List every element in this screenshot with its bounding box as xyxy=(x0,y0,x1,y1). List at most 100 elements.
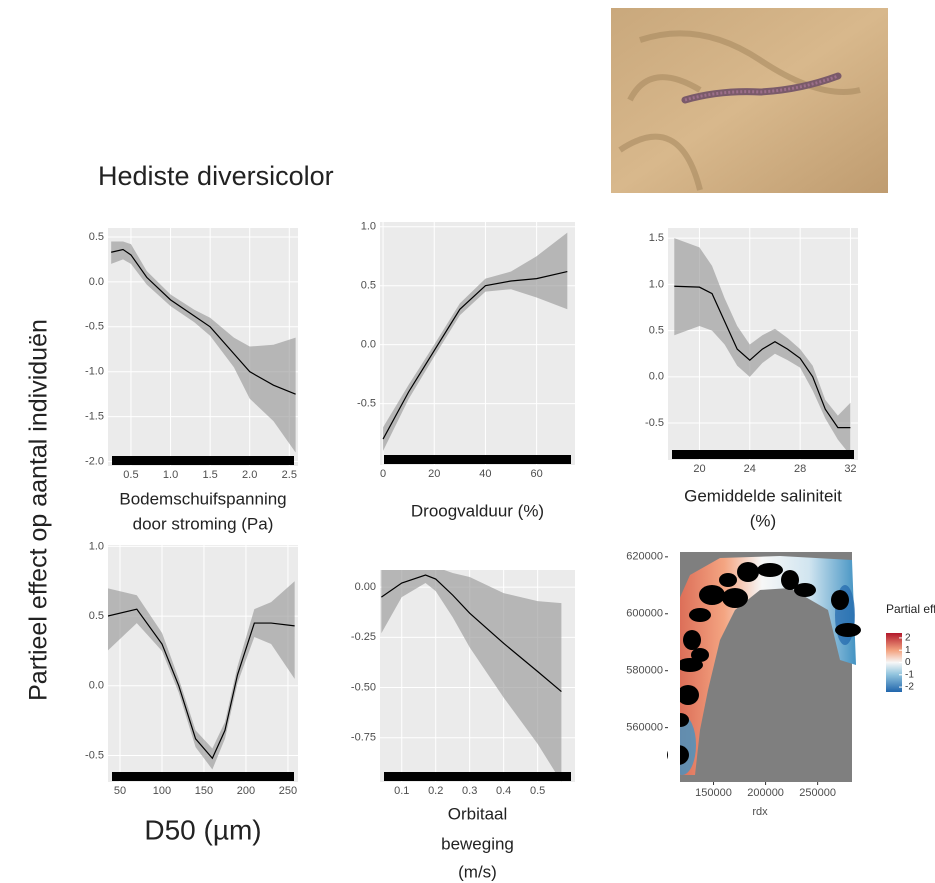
y-tick-label: 600000 xyxy=(626,608,663,620)
confidence-band xyxy=(111,241,296,453)
rug xyxy=(112,456,294,465)
plot-layer xyxy=(381,570,562,782)
x-tick-label: 0 xyxy=(380,468,386,480)
y-tick-label: -0.5 xyxy=(85,749,104,761)
y-tick-label: 0.5 xyxy=(649,325,664,337)
y-tick-label: -0.5 xyxy=(357,398,376,410)
observation-cluster xyxy=(677,658,703,672)
y-tick-label: 1.0 xyxy=(89,540,104,552)
observation-cluster xyxy=(683,630,701,650)
y-tick-label: -1.0 xyxy=(85,366,104,378)
x-axis-label: (m/s) xyxy=(458,862,497,881)
y-tick-label: -0.5 xyxy=(85,321,104,333)
legend-label: 2 xyxy=(905,633,911,644)
x-axis-label: Gemiddelde saliniteit xyxy=(684,486,842,505)
observation-cluster xyxy=(677,685,699,705)
y-tick-label: 0.5 xyxy=(89,231,104,243)
y-tick-label: 0.5 xyxy=(89,610,104,622)
confidence-band xyxy=(108,581,295,770)
x-tick-label: 50 xyxy=(114,785,126,797)
x-axis-label: rdx xyxy=(752,806,768,818)
x-tick-label: 2.0 xyxy=(242,469,257,481)
x-tick-label: 0.1 xyxy=(394,785,409,797)
y-tick-label: 1.5 xyxy=(649,232,664,244)
effect-line xyxy=(381,574,562,693)
left-margin xyxy=(668,552,680,782)
y-tick-label: 1.0 xyxy=(649,278,664,290)
x-axis-label: Droogvalduur (%) xyxy=(411,501,544,520)
observation-cluster xyxy=(689,608,711,622)
x-tick-label: 150000 xyxy=(695,787,732,799)
x-tick-label: 150 xyxy=(195,785,213,797)
y-tick-label: -1.5 xyxy=(85,411,104,423)
x-tick-label: 2.5 xyxy=(282,469,297,481)
x-tick-label: 1.0 xyxy=(163,469,178,481)
x-axis-label: door stroming (Pa) xyxy=(133,514,274,533)
x-tick-label: 250 xyxy=(279,785,297,797)
y-tick-label: -2.0 xyxy=(85,455,104,467)
y-tick-label: -0.5 xyxy=(645,417,664,429)
rug xyxy=(384,455,571,464)
x-tick-label: 100 xyxy=(153,785,171,797)
legend-label: -2 xyxy=(905,682,914,693)
title: Hediste diversicolor xyxy=(98,161,334,191)
observation-cluster xyxy=(699,585,725,605)
legend-title: Partial effect xyxy=(886,602,935,616)
rug xyxy=(112,772,294,781)
legend-label: 1 xyxy=(905,645,911,656)
worm-photo xyxy=(611,8,888,193)
y-tick-label: 1.0 xyxy=(361,221,376,233)
x-tick-label: 0.4 xyxy=(496,785,511,797)
effect-line xyxy=(108,608,295,760)
x-axis-label: beweging xyxy=(441,834,514,853)
x-axis-label: Orbitaal xyxy=(448,804,508,823)
x-tick-label: 28 xyxy=(794,463,806,475)
y-tick-label: 620000 xyxy=(626,551,663,563)
x-axis-label: Bodemschuifspanning xyxy=(119,489,286,508)
observation-cluster xyxy=(835,623,861,637)
x-tick-label: 60 xyxy=(530,468,542,480)
x-tick-label: 32 xyxy=(844,463,856,475)
plot-layer xyxy=(382,232,568,451)
y-tick-label: -0.50 xyxy=(351,681,376,693)
observation-cluster xyxy=(781,570,799,590)
rug xyxy=(672,450,854,459)
observation-cluster xyxy=(722,588,748,608)
x-tick-label: 40 xyxy=(479,468,491,480)
x-tick-label: 20 xyxy=(693,463,705,475)
observation-cluster xyxy=(794,583,816,597)
y-tick-label: 0.5 xyxy=(361,280,376,292)
observation-cluster xyxy=(831,590,849,610)
x-tick-label: 0.5 xyxy=(530,785,545,797)
y-tick-label: 0.00 xyxy=(355,581,376,593)
effect-line xyxy=(111,248,296,395)
x-tick-label: 200 xyxy=(237,785,255,797)
x-tick-label: 0.5 xyxy=(123,469,138,481)
colorbar xyxy=(886,633,902,692)
plot-layer xyxy=(111,241,296,453)
y-tick-label: -0.25 xyxy=(351,631,376,643)
x-tick-label: 0.2 xyxy=(428,785,443,797)
y-tick-label: 580000 xyxy=(626,665,663,677)
y-axis-label: Partieel effect op aantal individuën xyxy=(25,319,53,701)
x-axis-label: D50 (µm) xyxy=(144,814,261,845)
x-tick-label: 200000 xyxy=(747,787,784,799)
y-tick-label: 0.0 xyxy=(649,371,664,383)
x-tick-label: 20 xyxy=(428,468,440,480)
plot-layer xyxy=(108,581,295,770)
x-tick-label: 1.5 xyxy=(202,469,217,481)
estuary xyxy=(668,556,856,775)
legend-label: 0 xyxy=(905,657,911,668)
observation-cluster xyxy=(719,573,737,587)
effect-line xyxy=(674,285,851,429)
rug xyxy=(384,772,571,781)
confidence-band xyxy=(383,232,568,451)
confidence-band xyxy=(674,238,851,456)
effect-line xyxy=(382,270,568,440)
observation-cluster xyxy=(691,648,709,662)
x-axis-label: (%) xyxy=(750,511,776,530)
confidence-band xyxy=(381,570,562,782)
y-tick-label: -0.75 xyxy=(351,732,376,744)
y-tick-label: 0.0 xyxy=(361,339,376,351)
